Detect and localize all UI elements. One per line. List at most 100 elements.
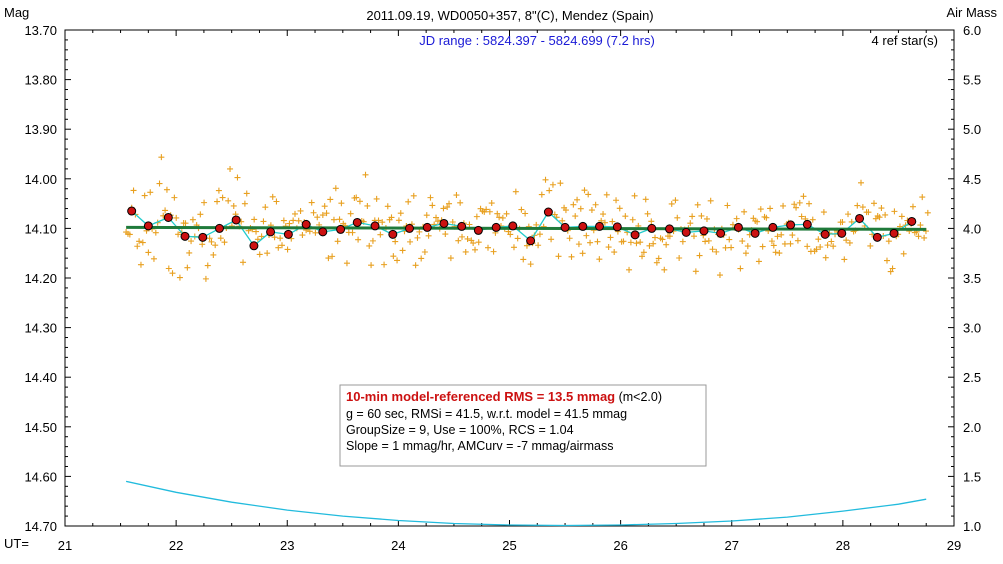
raw-point — [568, 253, 575, 260]
raw-point — [672, 197, 679, 204]
raw-point — [490, 248, 497, 255]
raw-point — [219, 194, 226, 201]
raw-point — [742, 250, 749, 257]
raw-point — [663, 241, 670, 248]
ref-stars-label: 4 ref star(s) — [872, 33, 938, 48]
y-tick-label: 14.60 — [24, 469, 57, 484]
raw-point — [815, 236, 822, 243]
raw-point — [577, 205, 584, 212]
y2-tick-label: 6.0 — [963, 23, 981, 38]
raw-point — [794, 237, 801, 244]
raw-point — [843, 237, 850, 244]
raw-point — [165, 265, 172, 272]
raw-point — [846, 239, 853, 246]
raw-point — [373, 195, 380, 202]
raw-point — [882, 211, 889, 218]
raw-point — [572, 213, 579, 220]
group-point — [786, 220, 796, 230]
raw-point — [243, 190, 250, 197]
raw-point — [566, 235, 573, 242]
raw-point — [356, 198, 363, 205]
raw-point — [640, 249, 647, 256]
raw-point — [273, 198, 280, 205]
raw-point — [472, 246, 479, 253]
raw-point — [152, 229, 159, 236]
raw-point — [188, 238, 195, 245]
group-point — [560, 222, 570, 232]
raw-point — [588, 207, 595, 214]
raw-point — [883, 257, 890, 264]
jd-range-label: JD range : 5824.397 - 5824.699 (7.2 hrs) — [419, 33, 655, 48]
raw-point — [390, 253, 397, 260]
raw-point — [839, 219, 846, 226]
raw-point — [804, 243, 811, 250]
raw-point — [592, 201, 599, 208]
group-point — [457, 221, 467, 231]
raw-point — [859, 204, 866, 211]
raw-point — [557, 180, 564, 187]
raw-point — [407, 238, 414, 245]
raw-point — [310, 209, 317, 216]
raw-point — [475, 239, 482, 246]
raw-point — [705, 237, 712, 244]
raw-point — [830, 243, 837, 250]
raw-point — [791, 201, 798, 208]
raw-point — [462, 248, 469, 255]
group-point — [543, 207, 553, 217]
raw-point — [434, 218, 441, 225]
x-tick-label: 28 — [836, 538, 850, 553]
raw-point — [570, 201, 577, 208]
raw-point — [562, 207, 569, 214]
raw-point — [579, 250, 586, 257]
raw-point — [538, 191, 545, 198]
raw-point — [189, 216, 196, 223]
raw-point — [796, 199, 803, 206]
raw-point — [412, 262, 419, 269]
group-point — [681, 227, 691, 237]
raw-point — [394, 257, 401, 264]
raw-point — [377, 231, 384, 238]
raw-point — [297, 207, 304, 214]
raw-point — [145, 249, 152, 256]
raw-point — [512, 188, 519, 195]
group-point — [163, 212, 173, 222]
raw-point — [813, 246, 820, 253]
raw-point — [466, 221, 473, 228]
raw-point — [137, 261, 144, 268]
raw-point — [284, 246, 291, 253]
group-point — [336, 224, 346, 234]
raw-point — [447, 255, 454, 262]
raw-point — [767, 205, 774, 212]
raw-point — [134, 243, 141, 250]
group-point — [491, 222, 501, 232]
raw-point — [646, 242, 653, 249]
raw-point — [644, 210, 651, 217]
raw-point — [605, 244, 612, 251]
raw-point — [631, 192, 638, 199]
group-point — [855, 213, 865, 223]
group-point — [612, 222, 622, 232]
raw-point — [364, 202, 371, 209]
info-box: 10-min model-referenced RMS = 13.5 mmag … — [339, 384, 707, 467]
raw-point — [494, 210, 501, 217]
y2-tick-label: 2.5 — [963, 370, 981, 385]
raw-point — [381, 261, 388, 268]
x-tick-label: 25 — [502, 538, 516, 553]
y-tick-label: 14.30 — [24, 321, 57, 336]
raw-point — [676, 255, 683, 262]
raw-point — [689, 213, 696, 220]
raw-point — [286, 220, 293, 227]
group-point — [370, 221, 380, 231]
raw-point — [392, 238, 399, 245]
raw-point — [668, 200, 675, 207]
raw-point — [256, 251, 263, 258]
raw-point — [399, 247, 406, 254]
group-point — [595, 221, 605, 231]
raw-point — [793, 204, 800, 211]
raw-point — [596, 256, 603, 263]
raw-point — [431, 221, 438, 228]
raw-point — [332, 185, 339, 192]
raw-point — [204, 262, 211, 269]
raw-point — [703, 215, 710, 222]
raw-point — [707, 197, 714, 204]
